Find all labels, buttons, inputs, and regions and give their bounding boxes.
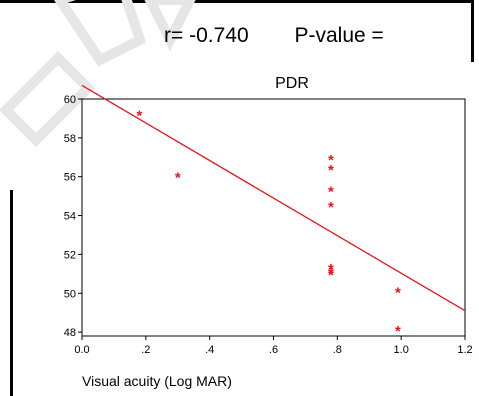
frame-left-border	[10, 190, 13, 396]
x-tick-label: .8	[333, 344, 342, 356]
correlation-r-value: r= -0.740	[164, 24, 249, 47]
correlation-stats: r= -0.740 P-value =	[164, 24, 384, 48]
frame-right-border	[471, 0, 474, 62]
data-point: *	[137, 108, 143, 125]
y-tick-label: 50	[64, 288, 76, 300]
p-value-label: P-value =	[294, 24, 384, 47]
y-tick-label: 60	[64, 94, 76, 106]
plot-frame	[81, 98, 466, 337]
y-axis-ticks: 48 50 52 54 56 58 60	[64, 94, 82, 339]
y-tick-label: 54	[64, 211, 76, 223]
chart-title: PDR	[275, 75, 309, 92]
x-axis-label: Visual acuity (Log MAR)	[82, 373, 232, 389]
y-tick-label: 58	[64, 133, 76, 145]
data-point: *	[328, 265, 334, 282]
data-points: ***********	[137, 108, 402, 341]
data-point: *	[328, 183, 334, 200]
data-point: *	[328, 261, 334, 278]
data-point: *	[328, 267, 334, 284]
x-tick-label: 0.0	[74, 344, 89, 356]
frame-top-border	[0, 0, 471, 3]
y-tick-label: 52	[64, 249, 76, 261]
x-tick-label: 1.2	[457, 344, 472, 356]
data-point: *	[328, 152, 334, 169]
data-point: *	[328, 162, 334, 179]
x-tick-label: .2	[141, 344, 150, 356]
data-point: *	[175, 170, 181, 187]
x-tick-label: 1.0	[394, 344, 409, 356]
regression-line	[81, 84, 466, 312]
y-tick-label: 48	[64, 327, 76, 339]
data-point: *	[395, 323, 401, 340]
x-axis-ticks: 0.0 .2 .4 .6 .8 1.0 1.2	[74, 336, 473, 356]
data-point: *	[395, 284, 401, 301]
x-tick-label: .6	[269, 344, 278, 356]
data-point: *	[328, 199, 334, 216]
x-tick-label: .4	[205, 344, 214, 356]
y-tick-label: 56	[64, 172, 76, 184]
